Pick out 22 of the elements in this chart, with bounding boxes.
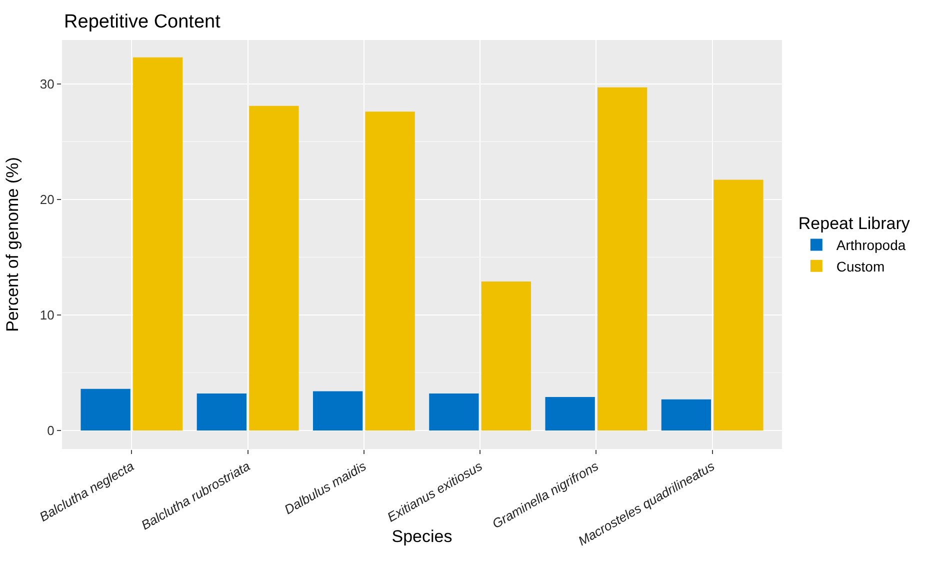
y-axis-title: Percent of genome (%) [3,157,22,332]
bar [196,394,246,431]
x-axis-title: Species [392,526,452,546]
chart-title: Repetitive Content [64,12,222,33]
bar [365,112,415,431]
bar [312,391,363,431]
bar [429,394,479,431]
y-tick-label: 30 [40,76,54,92]
bar [598,87,648,431]
legend-label: Custom [836,258,885,274]
legend-title: Repeat Library [798,214,910,234]
bar [714,180,764,431]
bar [132,57,183,431]
y-tick-label: 20 [40,192,54,207]
y-tick-label: 10 [40,308,54,323]
y-tick-label: 0 [47,423,54,438]
bar [481,281,532,431]
bar [545,397,595,431]
bar [661,399,712,431]
bar [249,106,299,431]
bar [80,388,130,431]
legend-label: Arthropoda [836,237,906,254]
